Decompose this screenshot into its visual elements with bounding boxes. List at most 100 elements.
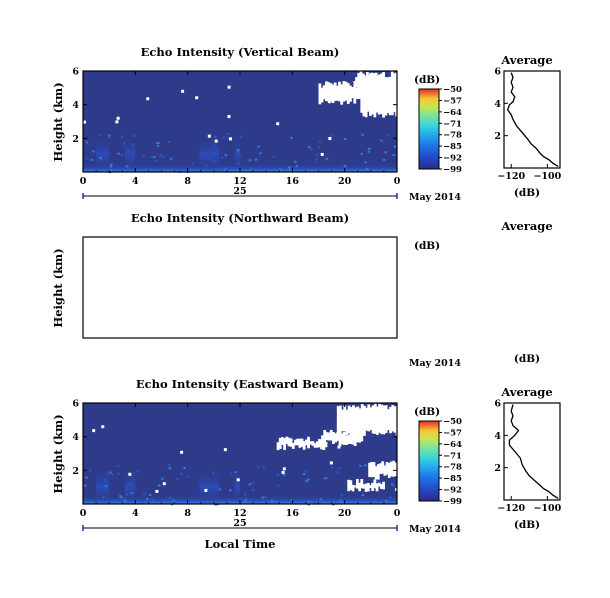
missing-data bbox=[341, 409, 344, 432]
missing-data bbox=[374, 466, 378, 480]
missing-data bbox=[380, 404, 384, 435]
colorbar-tick-label: −85 bbox=[443, 142, 462, 152]
panel-eastward-beam: Echo Intensity (Eastward Beam) Height (k… bbox=[51, 377, 553, 535]
x-tick-label: 0 bbox=[80, 508, 87, 519]
missing-data bbox=[283, 438, 286, 450]
colorbar-tick-label: −85 bbox=[443, 474, 462, 484]
missing-data bbox=[372, 73, 376, 91]
plot-frame bbox=[82, 402, 398, 505]
missing-data bbox=[342, 431, 346, 446]
missing-data bbox=[358, 408, 362, 433]
missing-data bbox=[360, 478, 364, 489]
y-tick-label: 2 bbox=[72, 134, 79, 145]
missing-data bbox=[358, 482, 361, 492]
echo-speckle bbox=[385, 499, 388, 502]
missing-data bbox=[355, 77, 358, 88]
missing-data bbox=[381, 461, 385, 474]
missing-data bbox=[349, 431, 353, 444]
missing-data bbox=[388, 462, 392, 466]
missing-data bbox=[302, 441, 306, 450]
missing-data bbox=[334, 433, 337, 443]
y-tick-label: 6 bbox=[72, 399, 79, 410]
echo-speckle bbox=[343, 137, 347, 140]
echo-speckle bbox=[213, 151, 217, 154]
missing-data bbox=[385, 462, 389, 475]
echo-speckle bbox=[248, 159, 252, 162]
echo-speckle bbox=[150, 156, 154, 159]
echo-speckle bbox=[146, 497, 149, 500]
missing-data bbox=[371, 405, 375, 434]
colorbar-tick-label: −50 bbox=[443, 85, 462, 95]
echo-speckle bbox=[262, 466, 266, 469]
y-tick-label: 2 bbox=[72, 466, 79, 477]
colorbar-gradient bbox=[418, 88, 440, 170]
echo-speckle bbox=[131, 143, 134, 146]
missing-data bbox=[377, 74, 381, 115]
colorbar-tick-label: −64 bbox=[443, 108, 462, 118]
echo-speckle bbox=[153, 156, 156, 159]
echo-speckle bbox=[264, 496, 267, 499]
echo-speckle bbox=[304, 470, 307, 473]
echo-speckle bbox=[117, 152, 120, 155]
missing-data bbox=[345, 436, 348, 446]
missing-data bbox=[353, 81, 357, 104]
missing-data bbox=[368, 462, 371, 477]
y-axis-label: Height (km) bbox=[51, 414, 65, 493]
colorbar-tick-label: −92 bbox=[443, 154, 462, 164]
colorbar-tick-label: −57 bbox=[443, 96, 462, 106]
missing-data bbox=[379, 484, 383, 489]
missing-data bbox=[383, 465, 387, 476]
echo-speckle bbox=[123, 499, 127, 502]
echo-speckle bbox=[244, 498, 248, 501]
missing-data bbox=[379, 463, 382, 474]
echo-speckle bbox=[167, 141, 171, 144]
echo-speckle bbox=[195, 168, 199, 171]
echo-speckle bbox=[125, 488, 129, 491]
missing-data bbox=[387, 463, 391, 478]
echo-speckle bbox=[319, 498, 323, 501]
echo-speckle bbox=[229, 472, 233, 475]
echo-speckle bbox=[136, 470, 139, 473]
missing-data bbox=[360, 404, 364, 436]
echo-speckle bbox=[142, 155, 145, 158]
echo-heatmap bbox=[83, 403, 399, 506]
echo-speckle bbox=[258, 152, 262, 155]
missing-data bbox=[338, 430, 342, 447]
echo-speckle bbox=[290, 136, 293, 139]
y-tick-label: 4 bbox=[72, 100, 79, 111]
missing-data bbox=[390, 71, 394, 116]
missing-data bbox=[362, 405, 366, 436]
profile-title: Average bbox=[500, 53, 552, 67]
echo-column bbox=[96, 136, 110, 172]
echo-speckle bbox=[211, 160, 215, 163]
missing-data bbox=[362, 484, 366, 489]
missing-data bbox=[370, 72, 374, 92]
echo-speckle bbox=[108, 134, 111, 137]
echo-speckle bbox=[330, 135, 333, 138]
profile-frame bbox=[503, 402, 561, 501]
echo-speckle bbox=[224, 168, 227, 171]
profile-y-tick-label: 2 bbox=[494, 131, 501, 142]
echo-column bbox=[96, 468, 110, 504]
missing-data bbox=[146, 97, 150, 101]
echo-speckle bbox=[364, 464, 367, 467]
colorbar-unit: (dB) bbox=[414, 406, 440, 418]
echo-speckle bbox=[107, 136, 111, 139]
echo-speckle bbox=[236, 169, 239, 172]
missing-data bbox=[281, 470, 285, 474]
missing-data bbox=[338, 81, 341, 102]
echo-speckle bbox=[156, 144, 160, 147]
missing-data bbox=[337, 445, 341, 449]
missing-data bbox=[386, 96, 389, 111]
missing-data bbox=[349, 85, 352, 102]
missing-data bbox=[373, 73, 377, 118]
echo-speckle bbox=[383, 464, 387, 467]
missing-data bbox=[329, 461, 333, 465]
date-label: May 2014 bbox=[409, 524, 461, 535]
echo-speckle bbox=[212, 471, 215, 474]
missing-data bbox=[327, 432, 331, 441]
profile-x-label: (dB) bbox=[514, 187, 540, 199]
missing-data bbox=[368, 75, 371, 87]
echo-speckle bbox=[324, 477, 327, 480]
echo-speckle bbox=[392, 485, 395, 488]
